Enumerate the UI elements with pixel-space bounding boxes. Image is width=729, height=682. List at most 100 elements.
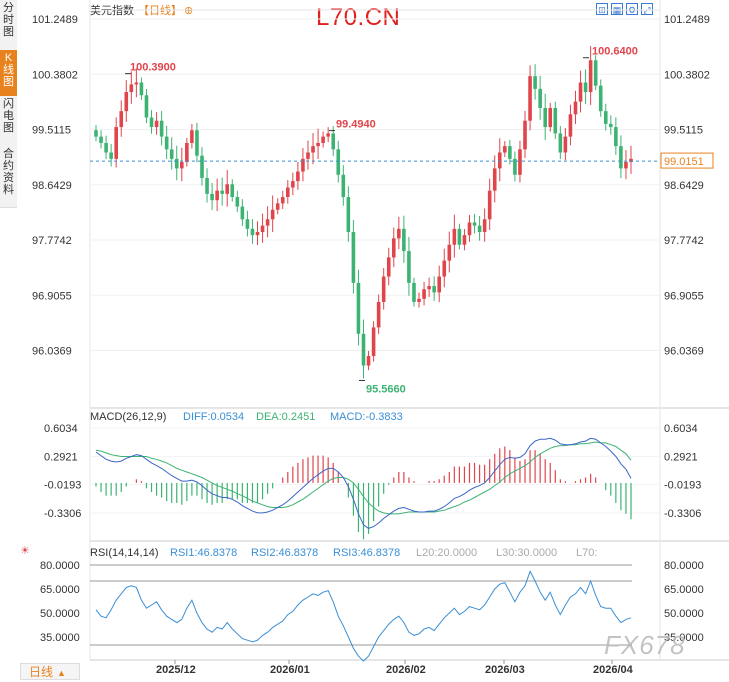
macd-y-tick-right: 0.6034 xyxy=(664,423,698,435)
candle-body xyxy=(513,158,517,175)
rsi-label: RSI(14,14,14) xyxy=(90,547,158,559)
candle-body xyxy=(114,127,118,159)
candle-body xyxy=(609,123,613,128)
candle-body xyxy=(614,127,618,147)
rsi3-value: RSI3:46.8378 xyxy=(333,547,400,559)
candle-body xyxy=(200,155,204,178)
candle-body xyxy=(538,88,542,108)
candle-body xyxy=(361,333,366,366)
candle-body xyxy=(371,327,376,357)
candle-body xyxy=(593,60,598,86)
candle-body xyxy=(245,219,250,229)
kline-y-tick-left: 99.5115 xyxy=(32,125,71,137)
candle-body xyxy=(220,190,224,194)
candle-body xyxy=(583,82,588,93)
rsi-y-tick-left: 50.0000 xyxy=(40,608,80,620)
candle-body xyxy=(235,197,240,207)
macd-y-tick-left: -0.0193 xyxy=(44,480,81,492)
candle-body xyxy=(452,228,457,245)
candle-body xyxy=(432,286,436,293)
candle-body xyxy=(503,146,507,153)
candle-body xyxy=(159,120,164,137)
candle-body xyxy=(578,82,583,102)
instrument-name: 美元指数 xyxy=(90,5,134,17)
candle-body xyxy=(366,356,371,366)
candle-body xyxy=(316,142,320,147)
candle-body xyxy=(603,111,608,124)
kline-y-tick-right: 101.2489 xyxy=(664,14,710,26)
candle-body xyxy=(508,146,512,159)
candle-body xyxy=(169,149,174,159)
candle-body xyxy=(321,136,325,143)
kline-y-tick-left: 100.3802 xyxy=(32,69,78,81)
candle-body xyxy=(543,107,547,128)
candle-body xyxy=(437,276,442,293)
kline-y-tick-right: 99.5115 xyxy=(664,125,703,137)
candle-body xyxy=(336,149,341,175)
period-selector-label: 日线 xyxy=(29,665,54,679)
candle-body xyxy=(250,228,255,236)
candle-body xyxy=(407,251,411,283)
candle-body xyxy=(270,209,275,220)
macd-macd-value: MACD:-0.3833 xyxy=(330,411,403,423)
rsi-l70-value: L70: xyxy=(576,547,597,559)
candle-body xyxy=(487,190,492,220)
candle-body xyxy=(341,174,346,198)
x-axis-label: 2026/04 xyxy=(593,664,634,676)
rsi-y-tick-right: 50.0000 xyxy=(664,608,704,620)
candle-body xyxy=(381,276,386,302)
candle-body xyxy=(94,130,98,137)
watermark-top: L70.CN xyxy=(316,4,401,31)
x-axis-label: 2026/01 xyxy=(270,664,310,676)
candle-body xyxy=(533,76,537,89)
candle-body xyxy=(629,158,633,163)
period-selector[interactable]: 日线 ▲ xyxy=(20,663,80,680)
candle-body xyxy=(457,228,462,245)
candle-body xyxy=(351,232,356,283)
candle-body xyxy=(230,184,235,198)
triangle-down-icon: ▲ xyxy=(57,668,66,678)
macd-y-tick-left: 0.6034 xyxy=(44,423,78,435)
candle-body xyxy=(104,142,108,153)
macd-y-tick-left: 0.2921 xyxy=(44,451,78,463)
candle-body xyxy=(598,85,603,112)
candle-body xyxy=(144,95,149,118)
candle-body xyxy=(523,120,527,150)
plus-circle-icon[interactable]: ⊕ xyxy=(184,5,194,17)
candle-body xyxy=(442,260,447,277)
candle-body xyxy=(573,101,578,115)
candle-body xyxy=(195,130,199,156)
macd-y-tick-right: -0.0193 xyxy=(664,480,701,492)
candle-body xyxy=(296,171,300,182)
candle-body xyxy=(402,228,406,252)
annotation-label: 100.6400 xyxy=(592,46,638,58)
candle-body xyxy=(306,152,310,159)
macd-y-tick-left: -0.3306 xyxy=(44,508,81,520)
candle-body xyxy=(568,114,573,137)
kline-y-tick-right: 96.9055 xyxy=(664,290,704,302)
candle-body xyxy=(346,197,351,233)
candle-body xyxy=(210,193,214,201)
candle-body xyxy=(265,219,270,226)
candle-body xyxy=(129,84,134,93)
period-tag: 【日线】 xyxy=(138,5,182,17)
rsi-y-tick-right: 65.0000 xyxy=(664,584,704,596)
candle-body xyxy=(311,146,315,153)
annotation-label: 95.5660 xyxy=(366,383,406,395)
candle-body xyxy=(215,190,219,201)
rsi-l30-value: L30:30.0000 xyxy=(496,547,557,559)
candle-body xyxy=(412,282,416,302)
candle-body xyxy=(190,130,194,143)
kline-y-tick-left: 96.0369 xyxy=(32,346,72,358)
candle-body xyxy=(255,232,260,236)
macd-dea-line xyxy=(95,441,632,515)
candle-body xyxy=(356,282,361,334)
kline-y-tick-right: 96.0369 xyxy=(664,346,704,358)
side-tab-3[interactable]: 合约资料 xyxy=(0,146,17,208)
candle-body xyxy=(386,257,391,277)
kline-y-tick-left: 101.2489 xyxy=(32,14,78,26)
sun-gear-icon: ☀ xyxy=(20,545,30,557)
macd-y-tick-right: -0.3306 xyxy=(664,508,701,520)
rsi-line xyxy=(95,570,632,662)
